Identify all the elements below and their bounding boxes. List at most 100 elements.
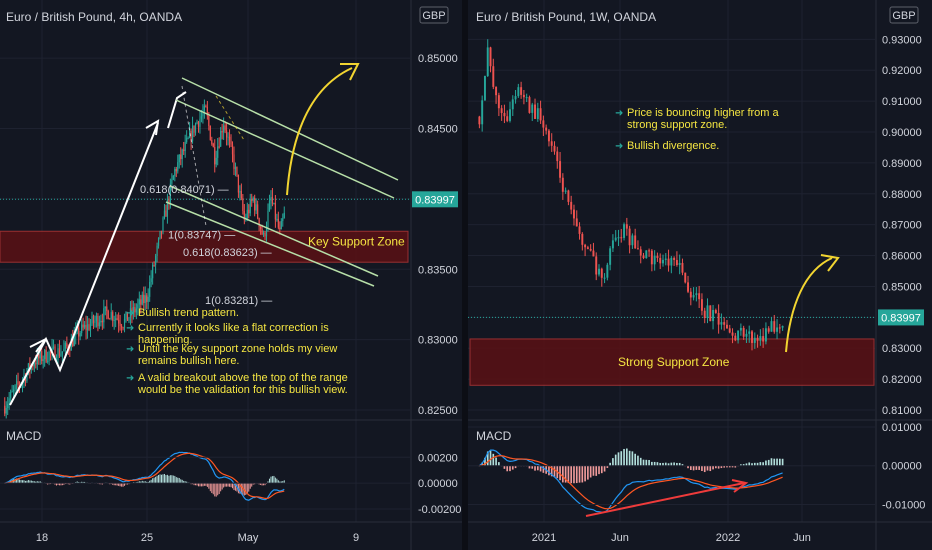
candle-body — [517, 87, 520, 97]
macd-histogram-bar — [140, 481, 142, 484]
candle-body — [180, 154, 182, 160]
candle-body — [137, 304, 139, 309]
macd-histogram-bar — [651, 461, 653, 466]
macd-histogram-bar — [553, 465, 556, 478]
macd-histogram-bar — [56, 483, 58, 486]
macd-histogram-bar — [200, 483, 202, 487]
candle-body — [561, 177, 564, 192]
macd-histogram-bar — [147, 481, 149, 484]
macd-histogram-bar — [531, 465, 534, 469]
macd-histogram-bar — [231, 483, 233, 489]
macd-histogram-bar — [150, 479, 152, 484]
macd-histogram-bar — [60, 483, 62, 486]
candle-body — [255, 204, 257, 211]
macd-histogram-bar — [214, 483, 216, 497]
left-drawings — [9, 63, 399, 406]
candle-body — [206, 106, 208, 116]
macd-histogram-bar — [141, 480, 143, 484]
candle-body — [277, 218, 279, 228]
macd-histogram-bar — [143, 481, 145, 484]
candle-body — [143, 294, 145, 304]
macd-histogram-bar — [664, 462, 667, 466]
candle-body — [631, 235, 634, 246]
macd-histogram-bar — [276, 478, 278, 484]
candle-body — [35, 363, 37, 365]
candle-body — [257, 204, 259, 219]
macd-histogram-bar — [199, 483, 201, 487]
macd-histogram-bar — [181, 479, 183, 484]
candle-body — [248, 209, 250, 214]
macd-histogram-bar — [662, 462, 664, 466]
note-bullet-icon: ➜ — [615, 108, 623, 119]
candle-body — [134, 306, 136, 313]
candle-body — [183, 149, 185, 152]
candle-body — [193, 125, 195, 133]
candle-body — [98, 322, 100, 327]
macd-histogram-bar — [728, 465, 731, 468]
right-currency-badge-box — [889, 6, 919, 24]
candle-body — [522, 94, 525, 98]
macd-histogram-bar — [277, 480, 279, 484]
y-tick-label: 0.85000 — [418, 53, 458, 65]
macd-histogram-bar — [573, 465, 575, 484]
macd-histogram-bar — [773, 458, 776, 466]
note-bullet-icon: ➜ — [615, 141, 623, 152]
candle-body — [267, 210, 269, 228]
macd-histogram-bar — [47, 483, 49, 485]
divergence-line — [585, 482, 745, 517]
candle-body — [166, 199, 169, 217]
macd-histogram-bar — [38, 481, 40, 484]
x-tick-label: 2022 — [716, 532, 740, 544]
candle-body — [51, 347, 53, 352]
candle-body — [634, 235, 637, 249]
candle-body — [162, 217, 164, 233]
candle-body — [224, 125, 226, 131]
candle-body — [271, 196, 274, 204]
candle-body — [778, 327, 781, 329]
note-text: Price is bouncing higher from a strong su… — [627, 107, 780, 131]
macd-histogram-bar — [124, 483, 126, 486]
macd-histogram-bar — [20, 480, 22, 484]
candle-body — [115, 318, 117, 320]
macd-histogram-bar — [762, 462, 764, 466]
panel-separator — [462, 0, 468, 550]
candle-body — [781, 326, 784, 328]
macd-histogram-bar — [689, 465, 692, 470]
candle-body — [54, 346, 56, 361]
macd-y-tick-label: 0.00000 — [882, 461, 922, 473]
macd-histogram-bar — [734, 465, 737, 468]
support-zone-label: Strong Support Zone — [618, 355, 730, 369]
macd-histogram-bar — [197, 483, 199, 487]
macd-histogram-bar — [224, 483, 226, 487]
candle-body — [681, 262, 684, 273]
macd-histogram-bar — [240, 483, 242, 495]
x-tick-label: 9 — [353, 532, 359, 544]
candle-body — [203, 106, 205, 114]
candle-body — [675, 260, 678, 265]
macd-histogram-bar — [54, 483, 56, 485]
macd-histogram-bar — [76, 481, 78, 484]
macd-histogram-bar — [152, 478, 154, 484]
channel-lower-line — [169, 185, 379, 277]
left-support-zone: Key Support Zone — [0, 230, 409, 263]
candle-body — [110, 312, 112, 319]
macd-histogram-bar — [175, 477, 177, 484]
candle-body — [18, 384, 21, 386]
candle-body — [725, 324, 728, 329]
candle-body — [64, 342, 66, 349]
macd-histogram-bar — [528, 465, 531, 469]
macd-histogram-bar — [678, 462, 681, 466]
x-tick-label: Jun — [611, 532, 629, 544]
fib-label: 0.618(0.84071) — — [140, 184, 229, 196]
candle-body — [13, 389, 15, 392]
macd-histogram-bar — [81, 481, 83, 484]
macd-histogram-bar — [184, 481, 186, 484]
candle-body — [44, 349, 46, 360]
candle-body — [218, 146, 220, 148]
candle-body — [625, 224, 628, 229]
bullish-arrow-curve — [286, 67, 353, 196]
candle-body — [140, 299, 142, 305]
macd-histogram-bar — [701, 465, 703, 471]
macd-histogram-bar — [220, 483, 222, 492]
note-bullet-icon: ➜ — [126, 373, 134, 384]
